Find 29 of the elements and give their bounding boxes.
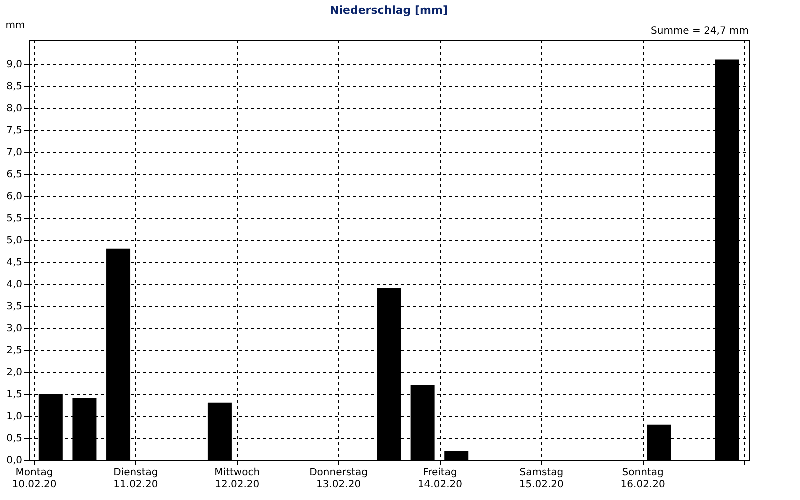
y-tick-label: 4,0 — [6, 280, 22, 291]
x-tick-label: Samstag 15.02.20 — [519, 468, 564, 490]
y-tick-label: 1,0 — [6, 412, 22, 423]
y-tick-label: 8,5 — [6, 82, 22, 93]
chart-title: Niederschlag [mm] — [330, 4, 448, 17]
y-tick-label: 7,0 — [6, 148, 22, 159]
y-tick-label: 3,5 — [6, 302, 22, 313]
y-tick-label: 2,0 — [6, 368, 22, 379]
y-tick-label: 0,5 — [6, 434, 22, 445]
x-tick-label: Donnerstag 13.02.20 — [310, 468, 368, 490]
x-tick-label: Mittwoch 12.02.20 — [214, 468, 260, 490]
y-tick-label: 8,0 — [6, 104, 22, 115]
x-tick-label: Montag 10.02.20 — [12, 468, 57, 490]
y-tick-label: 9,0 — [6, 60, 22, 71]
y-tick-label: 3,0 — [6, 324, 22, 335]
x-tick-label: Dienstag 11.02.20 — [114, 468, 158, 490]
text: Summe = 24,7 mm — [651, 26, 749, 37]
y-tick-label: 5,5 — [6, 214, 22, 225]
y-tick-label: 2,5 — [6, 346, 22, 357]
y-tick-label: 1,5 — [6, 390, 22, 401]
y-tick-label: 6,5 — [6, 170, 22, 181]
x-tick-label: Sonntag 16.02.20 — [620, 468, 666, 490]
y-tick-label: 7,5 — [6, 126, 22, 137]
y-tick-label: 6,0 — [6, 192, 22, 203]
y-tick-label: 5,0 — [6, 236, 22, 247]
y-tick-label: 4,5 — [6, 258, 22, 269]
y-tick-label: 0,0 — [6, 456, 22, 466]
y-axis-title: mm — [6, 20, 26, 32]
x-tick-label: Freitag 14.02.20 — [418, 468, 462, 490]
